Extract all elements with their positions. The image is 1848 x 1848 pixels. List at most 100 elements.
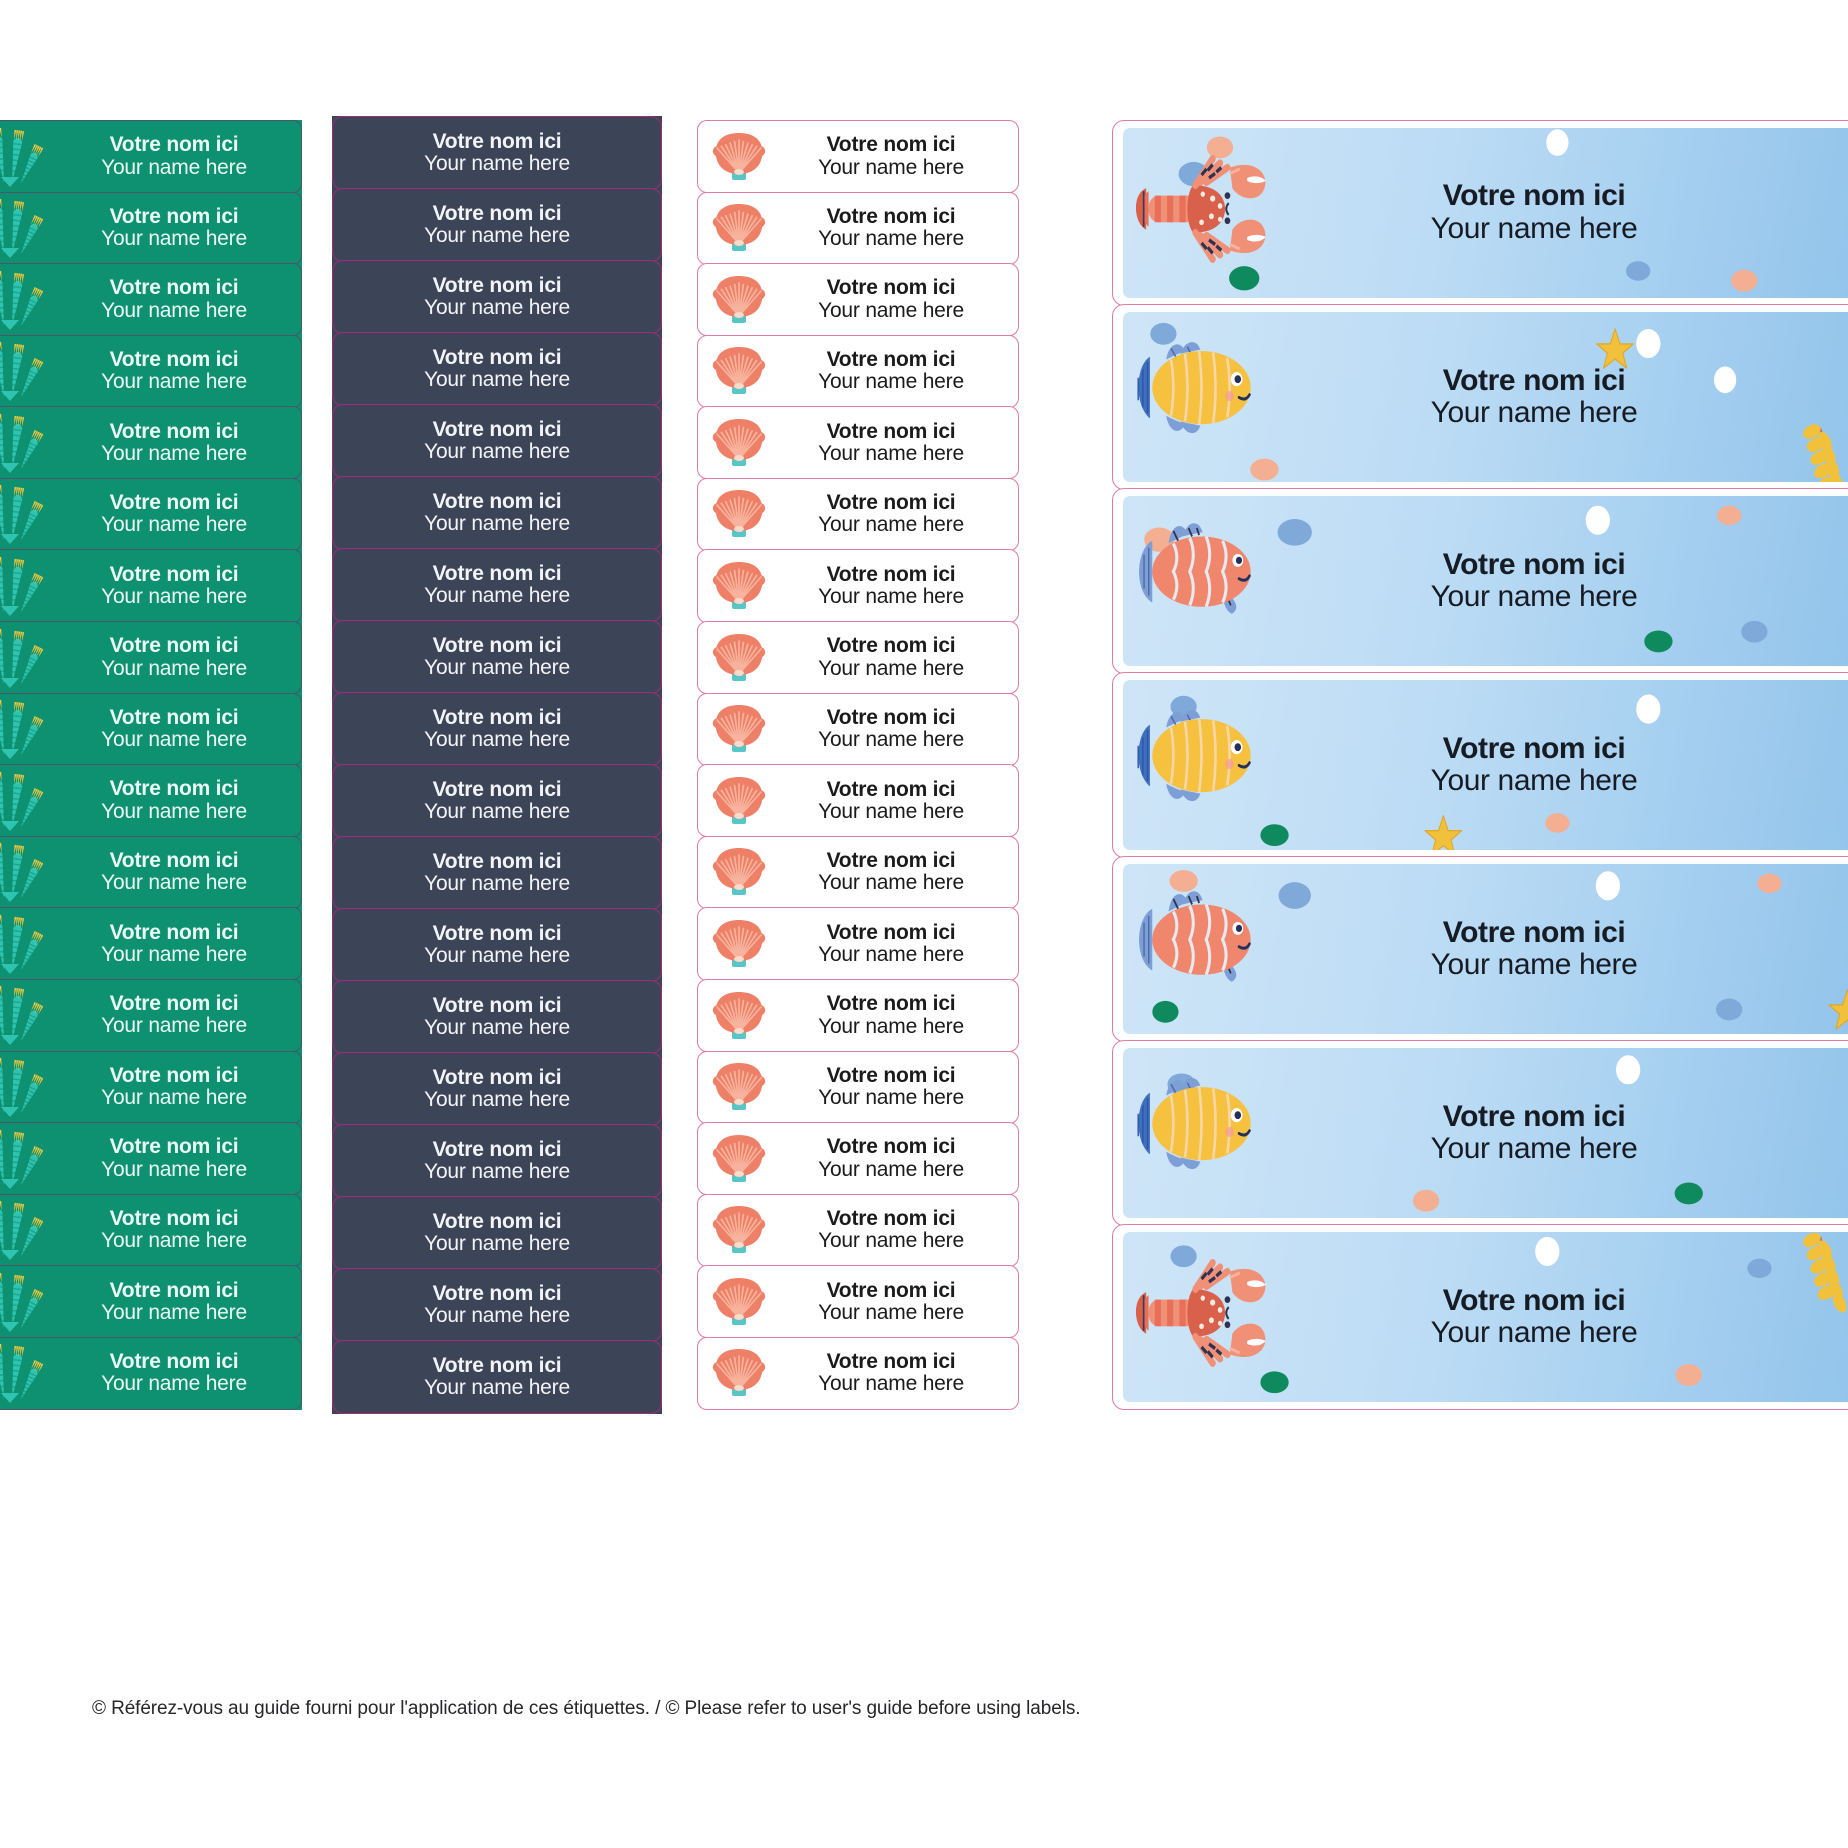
label-row-shell[interactable]: Votre nom ici Your name here — [697, 1193, 1019, 1267]
label-row-navy[interactable]: Votre nom ici Your name here — [332, 260, 662, 334]
label-row-green[interactable]: Votre nom ici Your name here — [0, 907, 302, 981]
yellow-fish-icon — [1137, 1055, 1703, 1212]
navy-label-text: Votre nom ici Your name here — [333, 274, 661, 320]
label-line-en: Your name here — [818, 1014, 964, 1038]
label-row-shell[interactable]: Votre nom ici Your name here — [697, 907, 1019, 981]
label-row-shell[interactable]: Votre nom ici Your name here — [697, 621, 1019, 695]
label-row-green[interactable]: Votre nom ici Your name here — [0, 334, 302, 408]
label-line-fr: Votre nom ici — [109, 634, 239, 658]
scallop-shell-icon — [712, 1277, 766, 1325]
label-row-navy[interactable]: Votre nom ici Your name here — [332, 116, 662, 190]
label-line-fr: Votre nom ici — [826, 419, 956, 443]
label-row-navy[interactable]: Votre nom ici Your name here — [332, 1124, 662, 1198]
label-row-shell[interactable]: Votre nom ici Your name here — [697, 1050, 1019, 1124]
label-row-green[interactable]: Votre nom ici Your name here — [0, 406, 302, 480]
label-row-shell[interactable]: Votre nom ici Your name here — [697, 477, 1019, 552]
label-row-shell[interactable]: Votre nom ici Your name here — [697, 334, 1019, 408]
label-row-green[interactable]: Votre nom ici Your name here — [0, 1336, 302, 1410]
label-row-green[interactable]: Votre nom ici Your name here — [0, 764, 302, 838]
label-row-green[interactable]: Votre nom ici Your name here — [0, 835, 302, 909]
label-row-shell[interactable]: Votre nom ici Your name here — [697, 1265, 1019, 1339]
label-row-shell[interactable]: Votre nom ici Your name here — [697, 1336, 1019, 1410]
label-line-en: Your name here — [424, 1160, 570, 1184]
label-line-en: Your name here — [424, 1376, 570, 1400]
shell-label-text: Votre nom ici Your name here — [768, 706, 1018, 752]
green-label-text: Votre nom ici Your name here — [65, 491, 283, 537]
label-line-fr: Votre nom ici — [432, 561, 562, 585]
shell-label-text: Votre nom ici Your name here — [768, 921, 1018, 967]
label-row-navy[interactable]: Votre nom ici Your name here — [332, 476, 662, 550]
label-line-en: Your name here — [424, 727, 570, 751]
label-row-shell[interactable]: Votre nom ici Your name here — [697, 692, 1019, 766]
label-row-green[interactable]: Votre nom ici Your name here — [0, 191, 302, 265]
navy-label-text: Votre nom ici Your name here — [333, 561, 661, 608]
seaweed-icon — [0, 700, 43, 760]
scallop-shell-icon — [712, 490, 766, 538]
label-row-green[interactable]: Votre nom ici Your name here — [0, 692, 302, 766]
label-line-en: Your name here — [818, 227, 964, 251]
label-row-shell[interactable]: Votre nom ici Your name here — [697, 263, 1019, 337]
label-line-en: Your name here — [101, 441, 247, 465]
label-row-shell[interactable]: Votre nom ici Your name here — [697, 406, 1019, 480]
label-line-fr: Votre nom ici — [432, 1065, 562, 1089]
label-row-shell[interactable]: Votre nom ici Your name here — [697, 1122, 1019, 1196]
label-row-underwater[interactable]: Votre nom ici Your name here — [1112, 856, 1848, 1042]
label-row-shell[interactable]: Votre nom ici Your name here — [697, 978, 1019, 1053]
label-row-navy[interactable]: Votre nom ici Your name here — [332, 332, 662, 406]
label-row-navy[interactable]: Votre nom ici Your name here — [332, 1268, 662, 1342]
label-row-shell[interactable]: Votre nom ici Your name here — [697, 191, 1019, 265]
label-row-green[interactable]: Votre nom ici Your name here — [0, 263, 302, 337]
label-row-shell[interactable]: Votre nom ici Your name here — [697, 764, 1019, 838]
label-row-underwater[interactable]: Votre nom ici Your name here — [1112, 672, 1848, 858]
scallop-shell-icon — [712, 633, 766, 681]
label-row-navy[interactable]: Votre nom ici Your name here — [332, 1340, 662, 1414]
navy-label-text: Votre nom ici Your name here — [333, 1282, 661, 1328]
label-row-green[interactable]: Votre nom ici Your name here — [0, 549, 302, 623]
label-row-underwater[interactable]: Votre nom ici Your name here — [1112, 1224, 1848, 1410]
label-row-navy[interactable]: Votre nom ici Your name here — [332, 980, 662, 1054]
label-line-en: Your name here — [101, 1229, 247, 1253]
label-row-navy[interactable]: Votre nom ici Your name here — [332, 620, 662, 694]
label-row-underwater[interactable]: Votre nom ici Your name here — [1112, 488, 1848, 674]
label-row-navy[interactable]: Votre nom ici Your name here — [332, 836, 662, 910]
label-row-green[interactable]: Votre nom ici Your name here — [0, 1050, 302, 1124]
label-line-fr: Votre nom ici — [109, 849, 239, 873]
navy-label-text: Votre nom ici Your name here — [333, 346, 661, 392]
label-row-navy[interactable]: Votre nom ici Your name here — [332, 1196, 662, 1270]
seaweed-icon — [0, 485, 43, 545]
label-row-navy[interactable]: Votre nom ici Your name here — [332, 188, 662, 262]
yellow-fish-icon — [1137, 322, 1843, 482]
label-row-navy[interactable]: Votre nom ici Your name here — [332, 764, 662, 838]
shell-label-text: Votre nom ici Your name here — [768, 1063, 1018, 1110]
label-row-green[interactable]: Votre nom ici Your name here — [0, 978, 302, 1053]
label-row-navy[interactable]: Votre nom ici Your name here — [332, 404, 662, 478]
navy-label-text: Votre nom ici Your name here — [333, 202, 661, 248]
label-row-shell[interactable]: Votre nom ici Your name here — [697, 120, 1019, 194]
label-row-green[interactable]: Votre nom ici Your name here — [0, 477, 302, 551]
label-line-fr: Votre nom ici — [826, 1063, 956, 1087]
scallop-shell-icon — [712, 347, 766, 395]
label-line-en: Your name here — [101, 1157, 247, 1181]
green-label-text: Votre nom ici Your name here — [65, 563, 283, 609]
label-row-navy[interactable]: Votre nom ici Your name here — [332, 908, 662, 982]
label-line-fr: Votre nom ici — [826, 1207, 956, 1230]
label-row-underwater[interactable]: Votre nom ici Your name here — [1112, 304, 1848, 490]
label-row-shell[interactable]: Votre nom ici Your name here — [697, 549, 1019, 623]
label-row-shell[interactable]: Votre nom ici Your name here — [697, 835, 1019, 909]
label-line-en: Your name here — [101, 1372, 247, 1396]
label-row-green[interactable]: Votre nom ici Your name here — [0, 1265, 302, 1339]
label-row-navy[interactable]: Votre nom ici Your name here — [332, 692, 662, 766]
label-row-green[interactable]: Votre nom ici Your name here — [0, 1193, 302, 1267]
label-row-navy[interactable]: Votre nom ici Your name here — [332, 548, 662, 622]
label-line-en: Your name here — [101, 1014, 247, 1038]
label-row-green[interactable]: Votre nom ici Your name here — [0, 621, 302, 695]
label-line-fr: Votre nom ici — [432, 1209, 562, 1233]
label-row-green[interactable]: Votre nom ici Your name here — [0, 120, 302, 194]
label-row-green[interactable]: Votre nom ici Your name here — [0, 1122, 302, 1196]
shell-label-text: Votre nom ici Your name here — [768, 635, 1018, 680]
label-row-underwater[interactable]: Votre nom ici Your name here — [1112, 120, 1848, 306]
label-row-underwater[interactable]: Votre nom ici Your name here — [1112, 1040, 1848, 1226]
green-label-text: Votre nom ici Your name here — [65, 635, 283, 680]
label-row-navy[interactable]: Votre nom ici Your name here — [332, 1052, 662, 1126]
